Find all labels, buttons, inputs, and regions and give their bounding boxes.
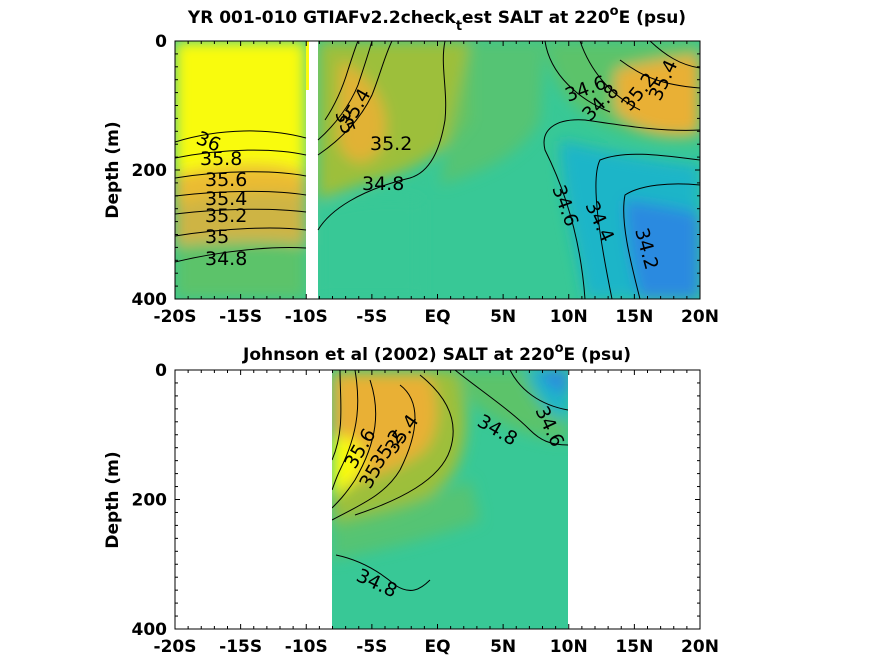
y-tick-label: 400	[132, 620, 168, 640]
x-tick-label: 5N	[490, 637, 516, 656]
y-tick-label: 200	[132, 161, 168, 181]
x-tick-label: 15N	[615, 307, 653, 327]
panel-top-ticks: -20S -15S -10S -5S EQ 5N 10N 15N 20N 0 200 400	[132, 32, 719, 327]
x-tick-label: 5N	[490, 307, 516, 327]
x-tick-label: -5S	[356, 307, 387, 327]
contour-label: 35.8	[200, 148, 242, 170]
x-tick-label: 20N	[681, 307, 719, 327]
contour-label: 35	[205, 226, 229, 248]
x-tick-label: -20S	[154, 307, 197, 327]
x-tick-label: EQ	[424, 307, 450, 327]
contour-label: 35.2	[205, 205, 247, 227]
y-tick-label: 200	[132, 491, 168, 511]
x-tick-label: 20N	[681, 637, 719, 656]
contour-label: 34.8	[205, 248, 247, 270]
panel-top-ylabel: Depth (m)	[103, 121, 123, 218]
x-tick-label: 10N	[550, 637, 588, 656]
x-tick-label: -15S	[219, 307, 262, 327]
panel-top-title: YR 001-010 GTIAFv2.2checktest SALT at 22…	[187, 4, 686, 34]
panel-top-contours	[175, 41, 700, 299]
panel-bottom-contours	[332, 370, 568, 591]
land-gap	[306, 41, 318, 299]
panel-bottom: Johnson et al (2002) SALT at 220oE (psu)	[103, 341, 719, 656]
contour-label: 35.2	[370, 133, 412, 155]
x-tick-label: -5S	[356, 637, 387, 656]
x-tick-label: EQ	[424, 637, 450, 656]
y-tick-label: 0	[155, 361, 167, 381]
x-tick-label: -20S	[154, 637, 197, 656]
panel-bottom-ticks: -20S -15S -10S -5S EQ 5N 10N 15N 20N 0 200 400	[132, 361, 719, 656]
contour-label: 35.6	[205, 169, 247, 191]
y-tick-label: 400	[132, 290, 168, 310]
x-tick-label: -10S	[285, 637, 328, 656]
panel-top: YR 001-010 GTIAFv2.2checktest SALT at 22…	[103, 4, 719, 327]
panel-bottom-title: Johnson et al (2002) SALT at 220oE (psu)	[242, 341, 631, 365]
y-tick-label: 0	[155, 32, 167, 52]
x-tick-label: 10N	[550, 307, 588, 327]
contour-label: 35.4	[205, 188, 247, 210]
panel-bottom-field	[332, 370, 568, 629]
x-tick-label: -10S	[285, 307, 328, 327]
contour-label: 34.8	[362, 173, 404, 195]
x-tick-label: 15N	[615, 637, 653, 656]
x-tick-label: -15S	[219, 637, 262, 656]
gap-edge	[306, 41, 309, 90]
panel-bottom-ylabel: Depth (m)	[103, 451, 123, 548]
panel-top-field	[175, 41, 700, 299]
